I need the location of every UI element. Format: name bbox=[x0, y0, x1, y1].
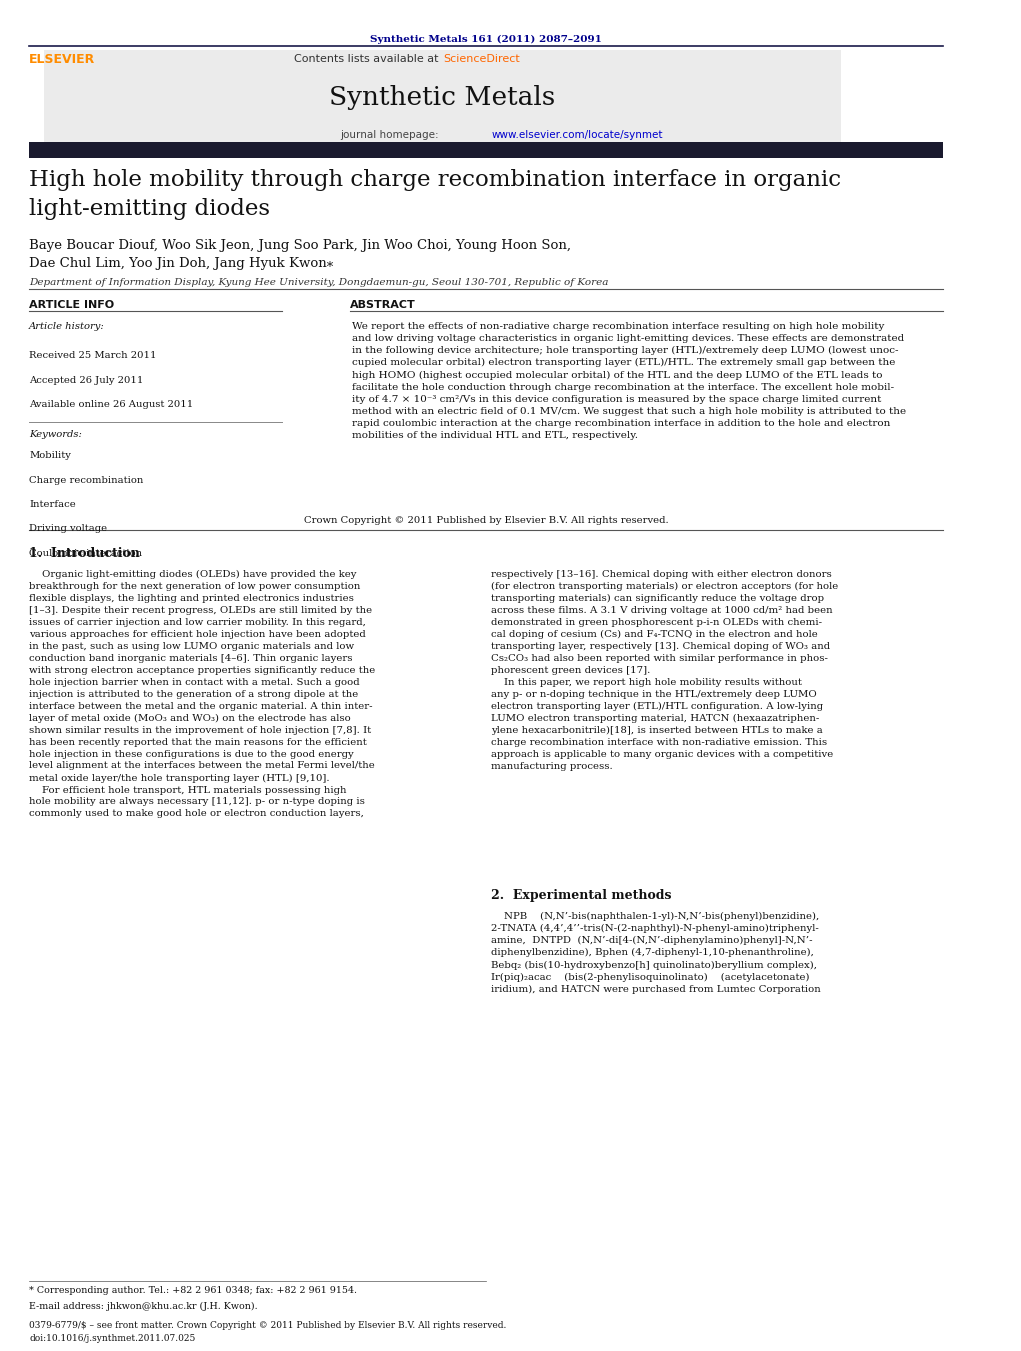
Text: Article history:: Article history: bbox=[30, 322, 105, 331]
Text: Synthetic Metals: Synthetic Metals bbox=[329, 85, 555, 111]
Text: Crown Copyright © 2011 Published by Elsevier B.V. All rights reserved.: Crown Copyright © 2011 Published by Else… bbox=[303, 516, 668, 526]
Text: ScienceDirect: ScienceDirect bbox=[443, 54, 520, 63]
FancyBboxPatch shape bbox=[30, 142, 942, 158]
Text: Interface: Interface bbox=[30, 500, 76, 509]
Text: NPB    (N,N’-bis(naphthalen-1-yl)-N,N’-bis(phenyl)benzidine),
2-TNATA (4,4’,4’’-: NPB (N,N’-bis(naphthalen-1-yl)-N,N’-bis(… bbox=[491, 912, 821, 994]
Text: Synthetic Metals 161 (2011) 2087–2091: Synthetic Metals 161 (2011) 2087–2091 bbox=[370, 35, 601, 45]
Text: Baye Boucar Diouf, Woo Sik Jeon, Jung Soo Park, Jin Woo Choi, Young Hoon Son,
Da: Baye Boucar Diouf, Woo Sik Jeon, Jung So… bbox=[30, 239, 571, 270]
Text: We report the effects of non-radiative charge recombination interface resulting : We report the effects of non-radiative c… bbox=[352, 322, 906, 440]
FancyBboxPatch shape bbox=[44, 50, 840, 142]
Text: Accepted 26 July 2011: Accepted 26 July 2011 bbox=[30, 376, 144, 385]
Text: respectively [13–16]. Chemical doping with either electron donors
(for electron : respectively [13–16]. Chemical doping wi… bbox=[491, 570, 838, 771]
Text: Keywords:: Keywords: bbox=[30, 430, 82, 439]
Text: Organic light-emitting diodes (OLEDs) have provided the key
breakthrough for the: Organic light-emitting diodes (OLEDs) ha… bbox=[30, 570, 376, 819]
Text: 0379-6779/$ – see front matter. Crown Copyright © 2011 Published by Elsevier B.V: 0379-6779/$ – see front matter. Crown Co… bbox=[30, 1321, 506, 1343]
Text: Received 25 March 2011: Received 25 March 2011 bbox=[30, 351, 156, 361]
Text: Mobility: Mobility bbox=[30, 451, 71, 461]
Text: ABSTRACT: ABSTRACT bbox=[350, 300, 416, 309]
Text: ARTICLE INFO: ARTICLE INFO bbox=[30, 300, 114, 309]
Text: www.elsevier.com/locate/synmet: www.elsevier.com/locate/synmet bbox=[492, 130, 664, 139]
Text: Department of Information Display, Kyung Hee University, Dongdaemun-gu, Seoul 13: Department of Information Display, Kyung… bbox=[30, 278, 609, 288]
Text: 1.  Introduction: 1. Introduction bbox=[30, 547, 140, 561]
Text: Contents lists available at: Contents lists available at bbox=[294, 54, 442, 63]
Text: * Corresponding author. Tel.: +82 2 961 0348; fax: +82 2 961 9154.: * Corresponding author. Tel.: +82 2 961 … bbox=[30, 1286, 357, 1296]
Text: 2.  Experimental methods: 2. Experimental methods bbox=[491, 889, 671, 902]
Text: Coulombic interaction: Coulombic interaction bbox=[30, 549, 142, 558]
Text: High hole mobility through charge recombination interface in organic
light-emitt: High hole mobility through charge recomb… bbox=[30, 169, 841, 220]
Text: E-mail address: jhkwon@khu.ac.kr (J.H. Kwon).: E-mail address: jhkwon@khu.ac.kr (J.H. K… bbox=[30, 1302, 257, 1312]
Text: journal homepage:: journal homepage: bbox=[340, 130, 442, 139]
Text: ELSEVIER: ELSEVIER bbox=[30, 53, 95, 66]
Text: Driving voltage: Driving voltage bbox=[30, 524, 107, 534]
Text: Available online 26 August 2011: Available online 26 August 2011 bbox=[30, 400, 193, 409]
Text: Charge recombination: Charge recombination bbox=[30, 476, 144, 485]
